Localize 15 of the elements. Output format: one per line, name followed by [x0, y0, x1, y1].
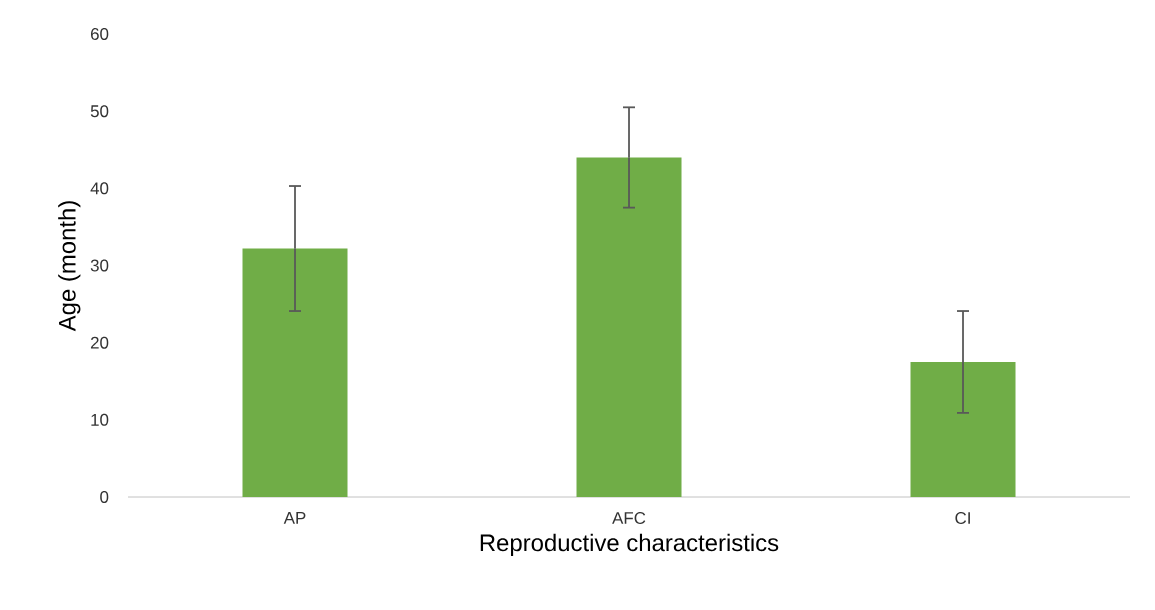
bar: [242, 248, 348, 497]
y-tick-label: 40: [90, 182, 109, 195]
y-axis-title: Age (month): [58, 201, 81, 332]
x-axis-title: Reproductive characteristics: [480, 533, 779, 557]
bar: [576, 157, 682, 497]
y-tick-label: 60: [91, 28, 109, 40]
x-tick-label: CI: [955, 512, 970, 525]
bar: [910, 361, 1016, 497]
y-tick-label: 30: [90, 259, 109, 272]
y-tick-label: 50: [90, 105, 109, 118]
x-tick-label: AFC: [612, 512, 646, 525]
y-tick-label: 0: [100, 491, 109, 503]
y-tick-label: 10: [91, 413, 109, 426]
y-tick-label: 20: [90, 336, 109, 349]
x-tick-label: AP: [283, 512, 306, 524]
